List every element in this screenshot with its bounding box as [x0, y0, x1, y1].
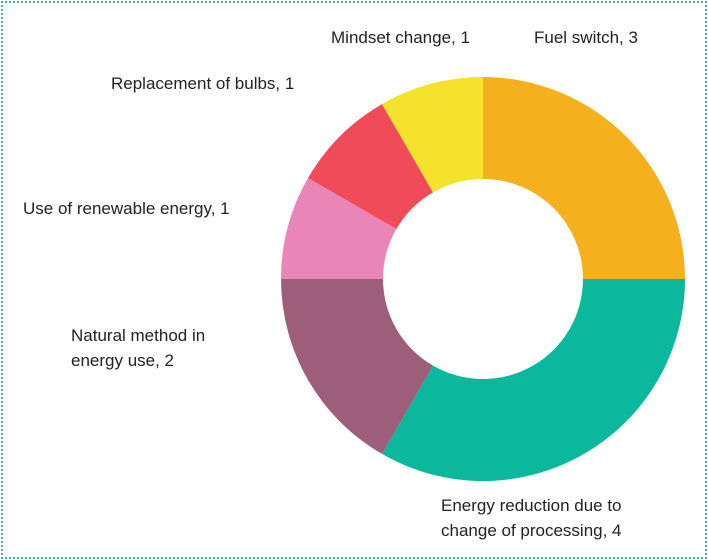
slice-label: Natural method in energy use, 2 [71, 326, 206, 370]
slice-label: Mindset change, 1 [331, 28, 470, 47]
slice [308, 104, 433, 229]
slice-label: Fuel switch, 3 [534, 28, 638, 47]
slice [483, 77, 685, 279]
slice [382, 77, 483, 193]
slice [382, 279, 685, 481]
slice-label: Replacement of bulbs, 1 [111, 74, 295, 93]
slice [281, 178, 397, 279]
donut [281, 77, 685, 481]
slice-label: Energy reduction due to change of proces… [441, 496, 622, 540]
slice [281, 279, 433, 454]
slice-label: Use of renewable energy, 1 [23, 199, 230, 218]
